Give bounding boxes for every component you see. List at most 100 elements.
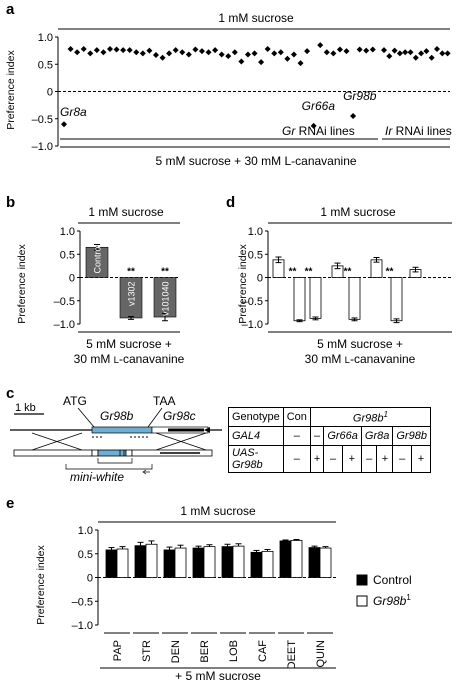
gr-rnai-point <box>100 49 107 56</box>
panel-b-ylabel: Preference index <box>16 244 28 324</box>
panel-d-bottom-label-2: 30 mM L-canavanine <box>305 352 416 366</box>
panel-a-top-label: 1 mM sucrose <box>218 11 294 25</box>
genotype-con: Con <box>282 407 311 427</box>
bar-ber-control <box>192 547 205 578</box>
bar-str-control <box>134 545 147 578</box>
ir-rnai-point <box>423 48 430 55</box>
panel-d-chart: 1 mM sucrose Preference index 5 mM sucro… <box>237 205 452 366</box>
y-tick-label: 1.0 <box>60 226 75 238</box>
panel-letter-b: b <box>6 194 15 211</box>
y-tick-label: –1.0 <box>32 141 53 153</box>
gr-rnai-point <box>192 46 199 53</box>
gr-rnai-point <box>120 47 127 54</box>
significance-mark: ** <box>386 267 394 278</box>
y-tick-label: 0.5 <box>60 249 75 261</box>
y-tick-label: –0.5 <box>72 596 93 608</box>
gr-rnai-point <box>310 122 317 129</box>
legend-label-control: Control <box>373 573 412 587</box>
gr-rnai-point <box>356 46 363 53</box>
bar <box>348 277 361 320</box>
x-tick-label-pap: PAP <box>112 640 124 661</box>
significance-mark: ** <box>289 267 297 278</box>
panel-b-bottom-label-1: 5 mM sucrose + <box>86 337 172 351</box>
y-tick-label: 0.5 <box>78 549 93 561</box>
uas-cell: + <box>376 445 394 473</box>
bar-quin-gr98b1 <box>319 547 332 578</box>
y-tick-label: 0 <box>257 273 263 285</box>
uas-cell: – <box>323 445 343 473</box>
ir-rnai-point <box>381 47 387 54</box>
x-tick-label-deet: DEET <box>286 640 298 670</box>
legend-label-gr98b1: Gr98b1 <box>373 593 411 608</box>
y-tick-label: –0.5 <box>54 296 75 308</box>
panel-a-bottom-label: 5 mM sucrose + 30 mM L-canavanine <box>155 154 356 168</box>
y-tick-label: 1.0 <box>248 226 263 238</box>
gr-rnai-point <box>336 46 343 53</box>
panel-e-top-label: 1 mM sucrose <box>180 504 256 518</box>
gr-rnai-point <box>244 51 251 58</box>
gr-rnai-point <box>87 50 94 57</box>
y-tick-label: –1.0 <box>242 319 263 331</box>
mini-white-label: mini-white <box>70 470 124 484</box>
taa-label: TAA <box>153 394 175 408</box>
gr-rnai-point <box>264 45 271 52</box>
panel-b-chart: 1 mM sucrose Preference index 5 mM sucro… <box>16 205 185 366</box>
gr-rnai-point <box>146 47 153 54</box>
ir-rnai-point <box>412 54 419 61</box>
y-tick-label: –1.0 <box>54 319 75 331</box>
gr-rnai-point <box>271 50 278 57</box>
gr-rnai-point <box>290 51 297 58</box>
atg-label: ATG <box>63 394 87 408</box>
gr-rnai-point <box>172 47 179 54</box>
uas-cell: – <box>392 445 412 473</box>
x-tick-label-str: STR <box>141 640 153 662</box>
gal4-cell: Gr98b <box>392 426 431 446</box>
uas-cell: – <box>282 445 311 473</box>
gr-rnai-point <box>139 50 146 57</box>
genotype-table: Genotype Con Gr98b1 GAL4 – – Gr66a Gr8a … <box>228 407 431 473</box>
genotype-mutant: Gr98b1 <box>309 407 431 427</box>
gr-rnai-point <box>231 49 238 56</box>
gr-rnai-point <box>350 113 357 120</box>
gr-rnai-point <box>106 45 113 52</box>
gal4-cell: – <box>282 426 311 446</box>
ir-rnai-point <box>391 47 398 54</box>
y-tick-label: –0.5 <box>32 114 53 126</box>
significance-mark: ** <box>344 267 352 278</box>
bar <box>390 277 403 322</box>
ir-rnai-point <box>407 49 414 56</box>
y-tick-label: 0.5 <box>38 59 53 71</box>
gr-rnai-point <box>304 48 311 55</box>
bar <box>309 277 322 319</box>
gr-rnai-point <box>74 49 81 56</box>
gr98c-exon <box>168 428 204 432</box>
panel-d-top-label: 1 mM sucrose <box>320 205 396 219</box>
gr-group-label: Gr RNAi lines <box>282 124 355 138</box>
x-tick-label-ber: BER <box>199 640 211 663</box>
uas-cell: – <box>360 445 378 473</box>
ir-rnai-point <box>439 50 446 57</box>
gr-rnai-point <box>225 53 232 60</box>
panel-e-bottom-label: + 5 mM sucrose <box>175 669 261 683</box>
panel-d-bottom-label-1: 5 mM sucrose + <box>317 337 403 351</box>
bar-ber-gr98b1 <box>203 546 216 578</box>
y-tick-label: 0.5 <box>248 249 263 261</box>
bar-caf-control <box>250 551 263 578</box>
bar-label: v101040 <box>161 282 171 317</box>
panel-e-ylabel: Preference index <box>35 545 47 625</box>
ir-group-label: Ir RNAi lines <box>385 124 452 138</box>
gr-rnai-point <box>284 55 291 62</box>
y-tick-label: 1.0 <box>38 32 53 44</box>
panel-b-top-label: 1 mM sucrose <box>88 205 164 219</box>
y-tick-label: –0.5 <box>242 296 263 308</box>
bar-pap-gr98b1 <box>116 548 129 578</box>
point-annotation: Gr8a <box>60 105 87 119</box>
gr98b-gene-box <box>91 426 153 434</box>
bar-den-control <box>163 549 176 578</box>
uas-row-label: UAS- Gr98b <box>228 445 284 473</box>
significance-mark: ** <box>305 267 313 278</box>
x-tick-label-den: DEN <box>170 640 182 663</box>
ir-rnai-point <box>428 54 435 61</box>
panel-letter-d: d <box>226 194 235 211</box>
